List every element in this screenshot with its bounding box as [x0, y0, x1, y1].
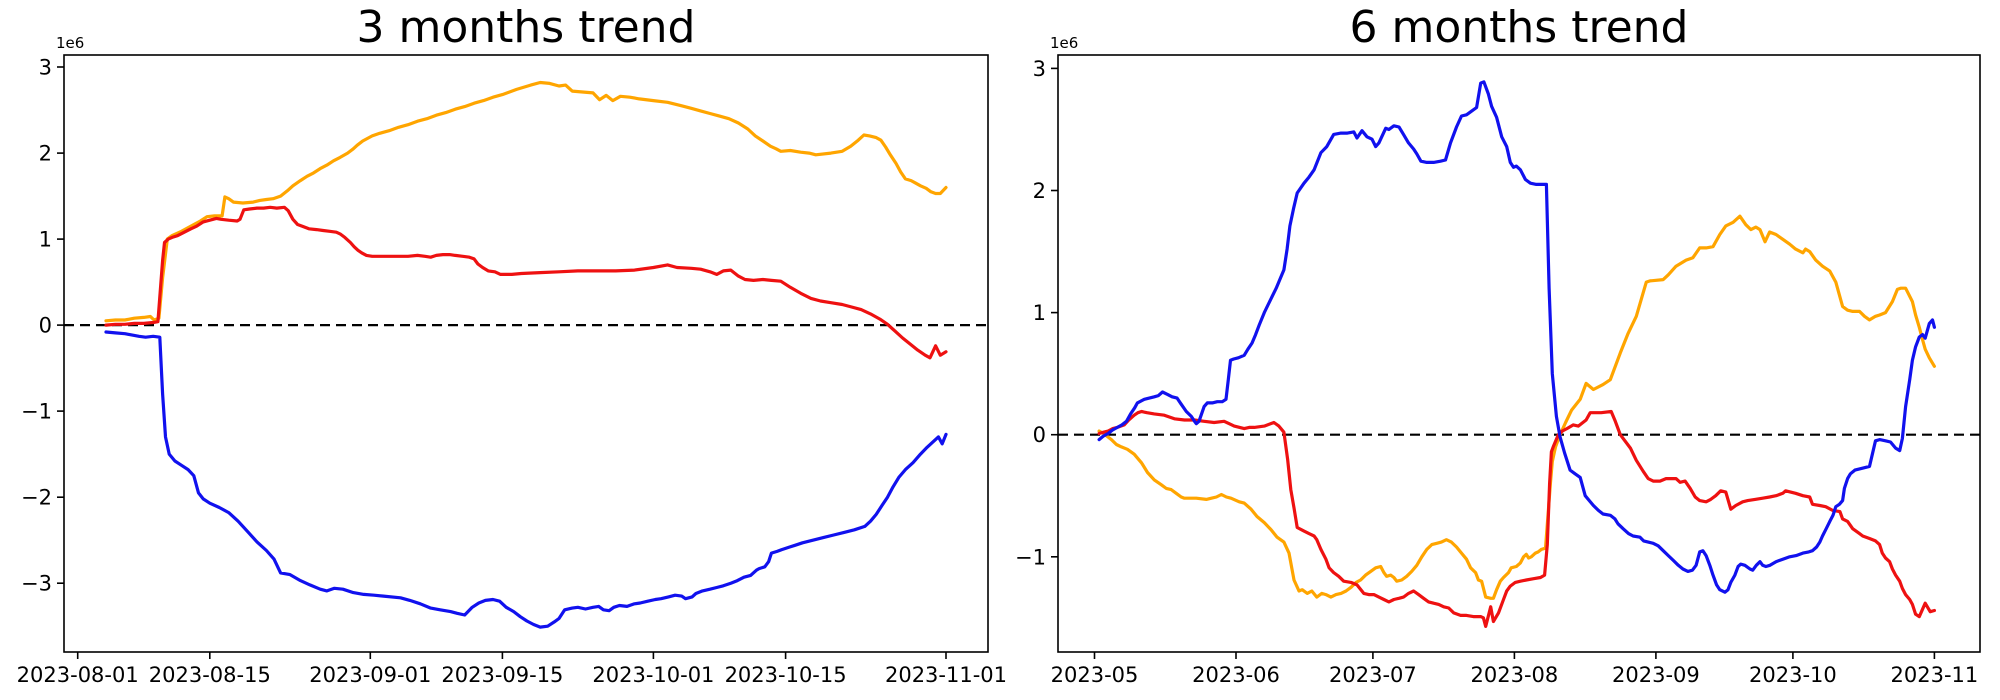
x-tick-label: 2023-10-01 — [592, 663, 714, 687]
x-tick-label: 2023-08-01 — [17, 663, 139, 687]
axes-frame — [1057, 54, 1981, 653]
y-tick-label: 0 — [1033, 423, 1046, 447]
red-series-line — [1097, 409, 1937, 629]
x-tick-label: 2023-10 — [1749, 663, 1837, 687]
chart-right: 3 2 1 0 −1 2023-05 2023-06 2023-07 2023-08 2023-0… — [1015, 34, 1981, 687]
blue-series-line — [1097, 80, 1937, 594]
x-tick-label: 2023-11 — [1891, 663, 1979, 687]
right-chart-title: 6 months trend — [1349, 2, 1689, 53]
x-tick-label: 2023-09-01 — [309, 663, 431, 687]
red-series-line — [104, 205, 948, 360]
y-tick-label: 1 — [39, 228, 52, 252]
x-tick-label: 2023-09 — [1612, 663, 1700, 687]
y-tick-label: −3 — [21, 572, 52, 596]
y-tick-label: 1 — [1033, 301, 1046, 325]
orange-series-line — [104, 80, 948, 323]
x-tick-label: 2023-06 — [1192, 663, 1280, 687]
y-tick-label: −1 — [21, 400, 52, 424]
blue-series-line — [104, 330, 948, 629]
x-tick-label: 2023-10-15 — [725, 663, 847, 687]
chart-left: 3 2 1 0 −1 −2 −3 2023-08-01 2023-08-15 2023-09-01… — [17, 34, 1007, 687]
y-tick-label: 2 — [1033, 179, 1046, 203]
x-tick-label: 2023-09-15 — [441, 663, 563, 687]
y-tick-label: 3 — [1033, 57, 1046, 81]
y-axis-offset-label: 1e6 — [56, 34, 84, 52]
left-chart-title: 3 months trend — [356, 2, 696, 53]
y-tick-label: −2 — [21, 486, 52, 510]
y-tick-label: 2 — [39, 142, 52, 166]
x-tick-label: 2023-08 — [1471, 663, 1559, 687]
x-tick-label: 2023-05 — [1051, 663, 1139, 687]
x-tick-label: 2023-11-01 — [885, 663, 1007, 687]
orange-series-line — [1097, 214, 1937, 600]
y-tick-label: 0 — [39, 314, 52, 338]
x-tick-label: 2023-07 — [1329, 663, 1417, 687]
axes-frame — [63, 54, 989, 653]
y-axis-offset-label: 1e6 — [1050, 34, 1078, 52]
y-tick-label: 3 — [39, 56, 52, 80]
x-tick-label: 2023-08-15 — [149, 663, 271, 687]
y-tick-label: −1 — [1015, 545, 1046, 569]
